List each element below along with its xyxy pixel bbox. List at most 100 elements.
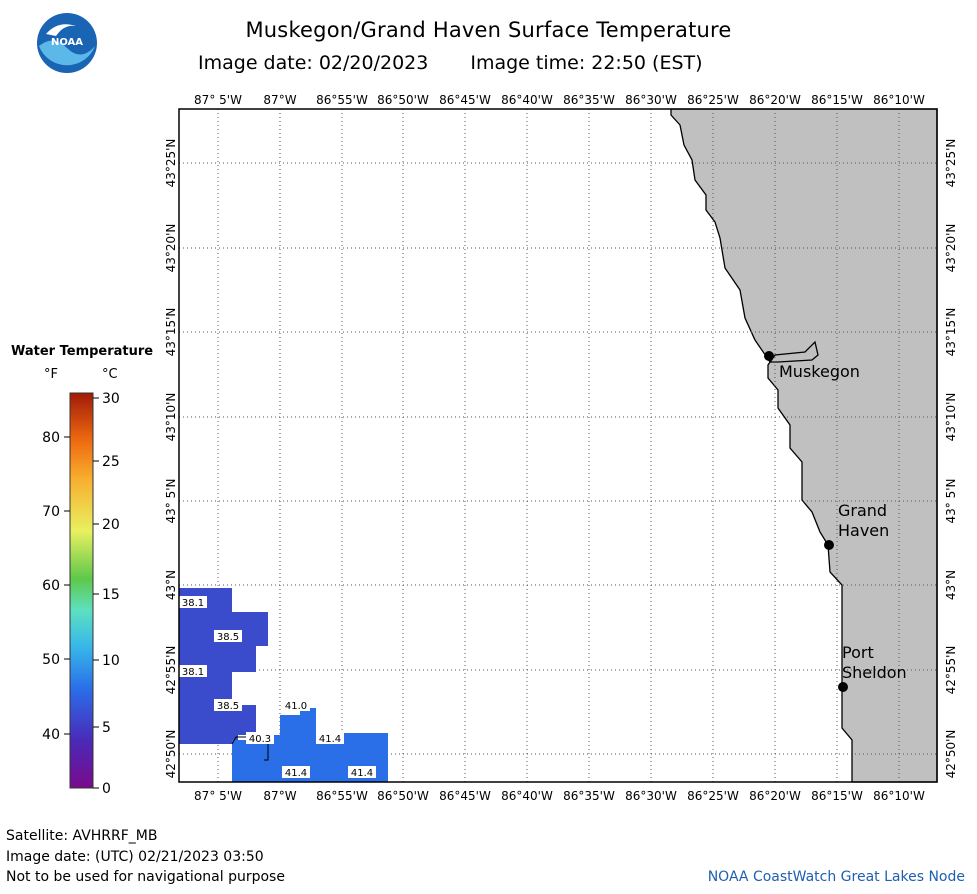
lon-label-bottom: 86°20'W <box>749 789 801 803</box>
place-markers: Muskegon Grand Haven Port Sheldon <box>764 351 907 692</box>
logo-text: NOAA <box>51 37 83 48</box>
lon-label-bottom: 86°10'W <box>873 789 925 803</box>
utc-date-label: Image date: (UTC) 02/21/2023 03:50 <box>6 849 264 865</box>
temp-label: 41.4 <box>351 768 373 779</box>
c-tick-label: 20 <box>102 517 120 533</box>
lon-label-bottom: 86°45'W <box>439 789 491 803</box>
lon-label-top: 86°30'W <box>625 93 677 107</box>
f-tick-label: 40 <box>42 727 60 743</box>
f-tick-label: 50 <box>42 652 60 668</box>
graticule <box>179 109 937 782</box>
temp-label: 41.4 <box>285 768 307 779</box>
map-subtitle: Image date: 02/20/2023 Image time: 22:50 … <box>198 52 703 74</box>
map-frame <box>178 108 938 783</box>
place-muskegon: Muskegon <box>779 362 860 381</box>
color-bar <box>69 392 94 789</box>
land-area <box>670 108 938 783</box>
temp-label-bg <box>246 732 274 744</box>
f-tick-label: 80 <box>42 430 60 446</box>
lon-label-top: 86°20'W <box>749 93 801 107</box>
place-grand-haven-line1: Grand <box>838 501 887 520</box>
sst-map: 38.1 38.5 38.1 38.5 41.0 40.3 41.4 41.4 41.4 Mus… <box>164 93 958 803</box>
legend-unit-f: °F <box>44 367 58 382</box>
lon-label-bottom: 86°30'W <box>625 789 677 803</box>
lon-label-top: 87° 5'W <box>194 93 242 107</box>
lon-label-bottom: 86°50'W <box>377 789 429 803</box>
lon-label-top: 86°45'W <box>439 93 491 107</box>
temp-label-bg <box>282 766 310 778</box>
lon-label-bottom: 86°25'W <box>687 789 739 803</box>
lat-label-left: 43°10'N <box>164 393 178 442</box>
lat-label-left: 42°55'N <box>164 646 178 695</box>
image-date-label: Image date: 02/20/2023 <box>198 52 429 74</box>
disclaimer-label: Not to be used for navigational purpose <box>6 869 285 885</box>
image-time-label: Image time: 22:50 (EST) <box>470 52 703 74</box>
temperature-labels: 38.1 38.5 38.1 38.5 41.0 40.3 41.4 41.4 41.4 <box>179 596 376 779</box>
place-port-sheldon-line1: Port <box>842 643 874 662</box>
lon-label-bottom: 86°15'W <box>811 789 863 803</box>
lon-label-top: 86°25'W <box>687 93 739 107</box>
temp-label: 38.5 <box>217 701 239 712</box>
temp-label: 38.1 <box>182 667 204 678</box>
lon-label-top: 86°35'W <box>563 93 615 107</box>
temp-label-bg <box>179 665 207 677</box>
latitude-labels-left: 43°25'N 43°20'N 43°15'N 43°10'N 43° 5'N 43°N 4… <box>164 139 178 779</box>
lat-label-left: 43° 5'N <box>164 479 178 524</box>
f-tick-label: 70 <box>42 504 60 520</box>
c-tick-label: 25 <box>102 454 120 470</box>
lon-label-top: 86°50'W <box>377 93 429 107</box>
lat-label-right: 42°55'N <box>944 646 958 695</box>
map-title: Muskegon/Grand Haven Surface Temperature <box>245 18 732 42</box>
lon-label-top: 86°55'W <box>316 93 368 107</box>
place-grand-haven-line2: Haven <box>838 521 889 540</box>
lon-label-bottom: 86°55'W <box>316 789 368 803</box>
temp-label: 38.5 <box>217 632 239 643</box>
celsius-ticks: 30 25 20 15 10 5 0 <box>93 391 120 797</box>
lat-label-right: 43°10'N <box>944 393 958 442</box>
c-tick-label: 10 <box>102 653 120 669</box>
temp-label-bg <box>179 596 207 608</box>
temp-label-bg <box>214 630 242 642</box>
latitude-labels-right: 43°25'N 43°20'N 43°15'N 43°10'N 43° 5'N 43°N 4… <box>944 139 958 779</box>
lon-label-top: 86°15'W <box>811 93 863 107</box>
port-sheldon-marker <box>838 682 848 692</box>
legend-title: Water Temperature <box>11 344 153 359</box>
temp-label: 40.3 <box>249 734 271 745</box>
lon-label-bottom: 86°35'W <box>563 789 615 803</box>
longitude-labels-top: 87° 5'W 87°W 86°55'W 86°50'W 86°45'W 86°40'W 8… <box>194 93 925 107</box>
longitude-labels-bottom: 87° 5'W 87°W 86°55'W 86°50'W 86°45'W 86°40'W 8… <box>194 789 925 803</box>
legend-unit-c: °C <box>102 367 118 382</box>
grand-haven-marker <box>824 540 834 550</box>
fahrenheit-ticks: 80 70 60 50 40 <box>42 430 70 743</box>
lat-label-right: 42°50'N <box>944 730 958 779</box>
lat-label-left: 43°25'N <box>164 139 178 188</box>
lat-label-right: 43°20'N <box>944 224 958 273</box>
temp-label: 41.4 <box>319 734 341 745</box>
temperature-pixels <box>179 588 388 782</box>
temp-label: 41.0 <box>285 701 307 712</box>
satellite-label: Satellite: AVHRRF_MB <box>6 828 158 844</box>
coastwatch-node-label: NOAA CoastWatch Great Lakes Node <box>707 869 965 885</box>
c-tick-label: 0 <box>102 781 111 797</box>
lat-label-right: 43°25'N <box>944 139 958 188</box>
c-tick-label: 15 <box>102 587 120 603</box>
lat-label-left: 43°20'N <box>164 224 178 273</box>
lat-label-right: 43° 5'N <box>944 479 958 524</box>
f-tick-label: 60 <box>42 578 60 594</box>
lon-label-bottom: 86°40'W <box>501 789 553 803</box>
lat-label-left: 43°N <box>164 570 178 600</box>
muskegon-marker <box>764 351 774 361</box>
lon-label-top: 87°W <box>263 93 296 107</box>
lat-label-right: 43°N <box>944 570 958 600</box>
c-tick-label: 5 <box>102 720 111 736</box>
lat-label-left: 42°50'N <box>164 730 178 779</box>
lat-label-right: 43°15'N <box>944 308 958 357</box>
lon-label-top: 86°40'W <box>501 93 553 107</box>
noaa-logo: NOAA <box>37 13 97 73</box>
place-port-sheldon-line2: Sheldon <box>842 663 907 682</box>
c-tick-label: 30 <box>102 391 120 407</box>
lon-label-top: 86°10'W <box>873 93 925 107</box>
temp-label-bg <box>214 699 242 711</box>
temp-label-bg <box>348 766 376 778</box>
